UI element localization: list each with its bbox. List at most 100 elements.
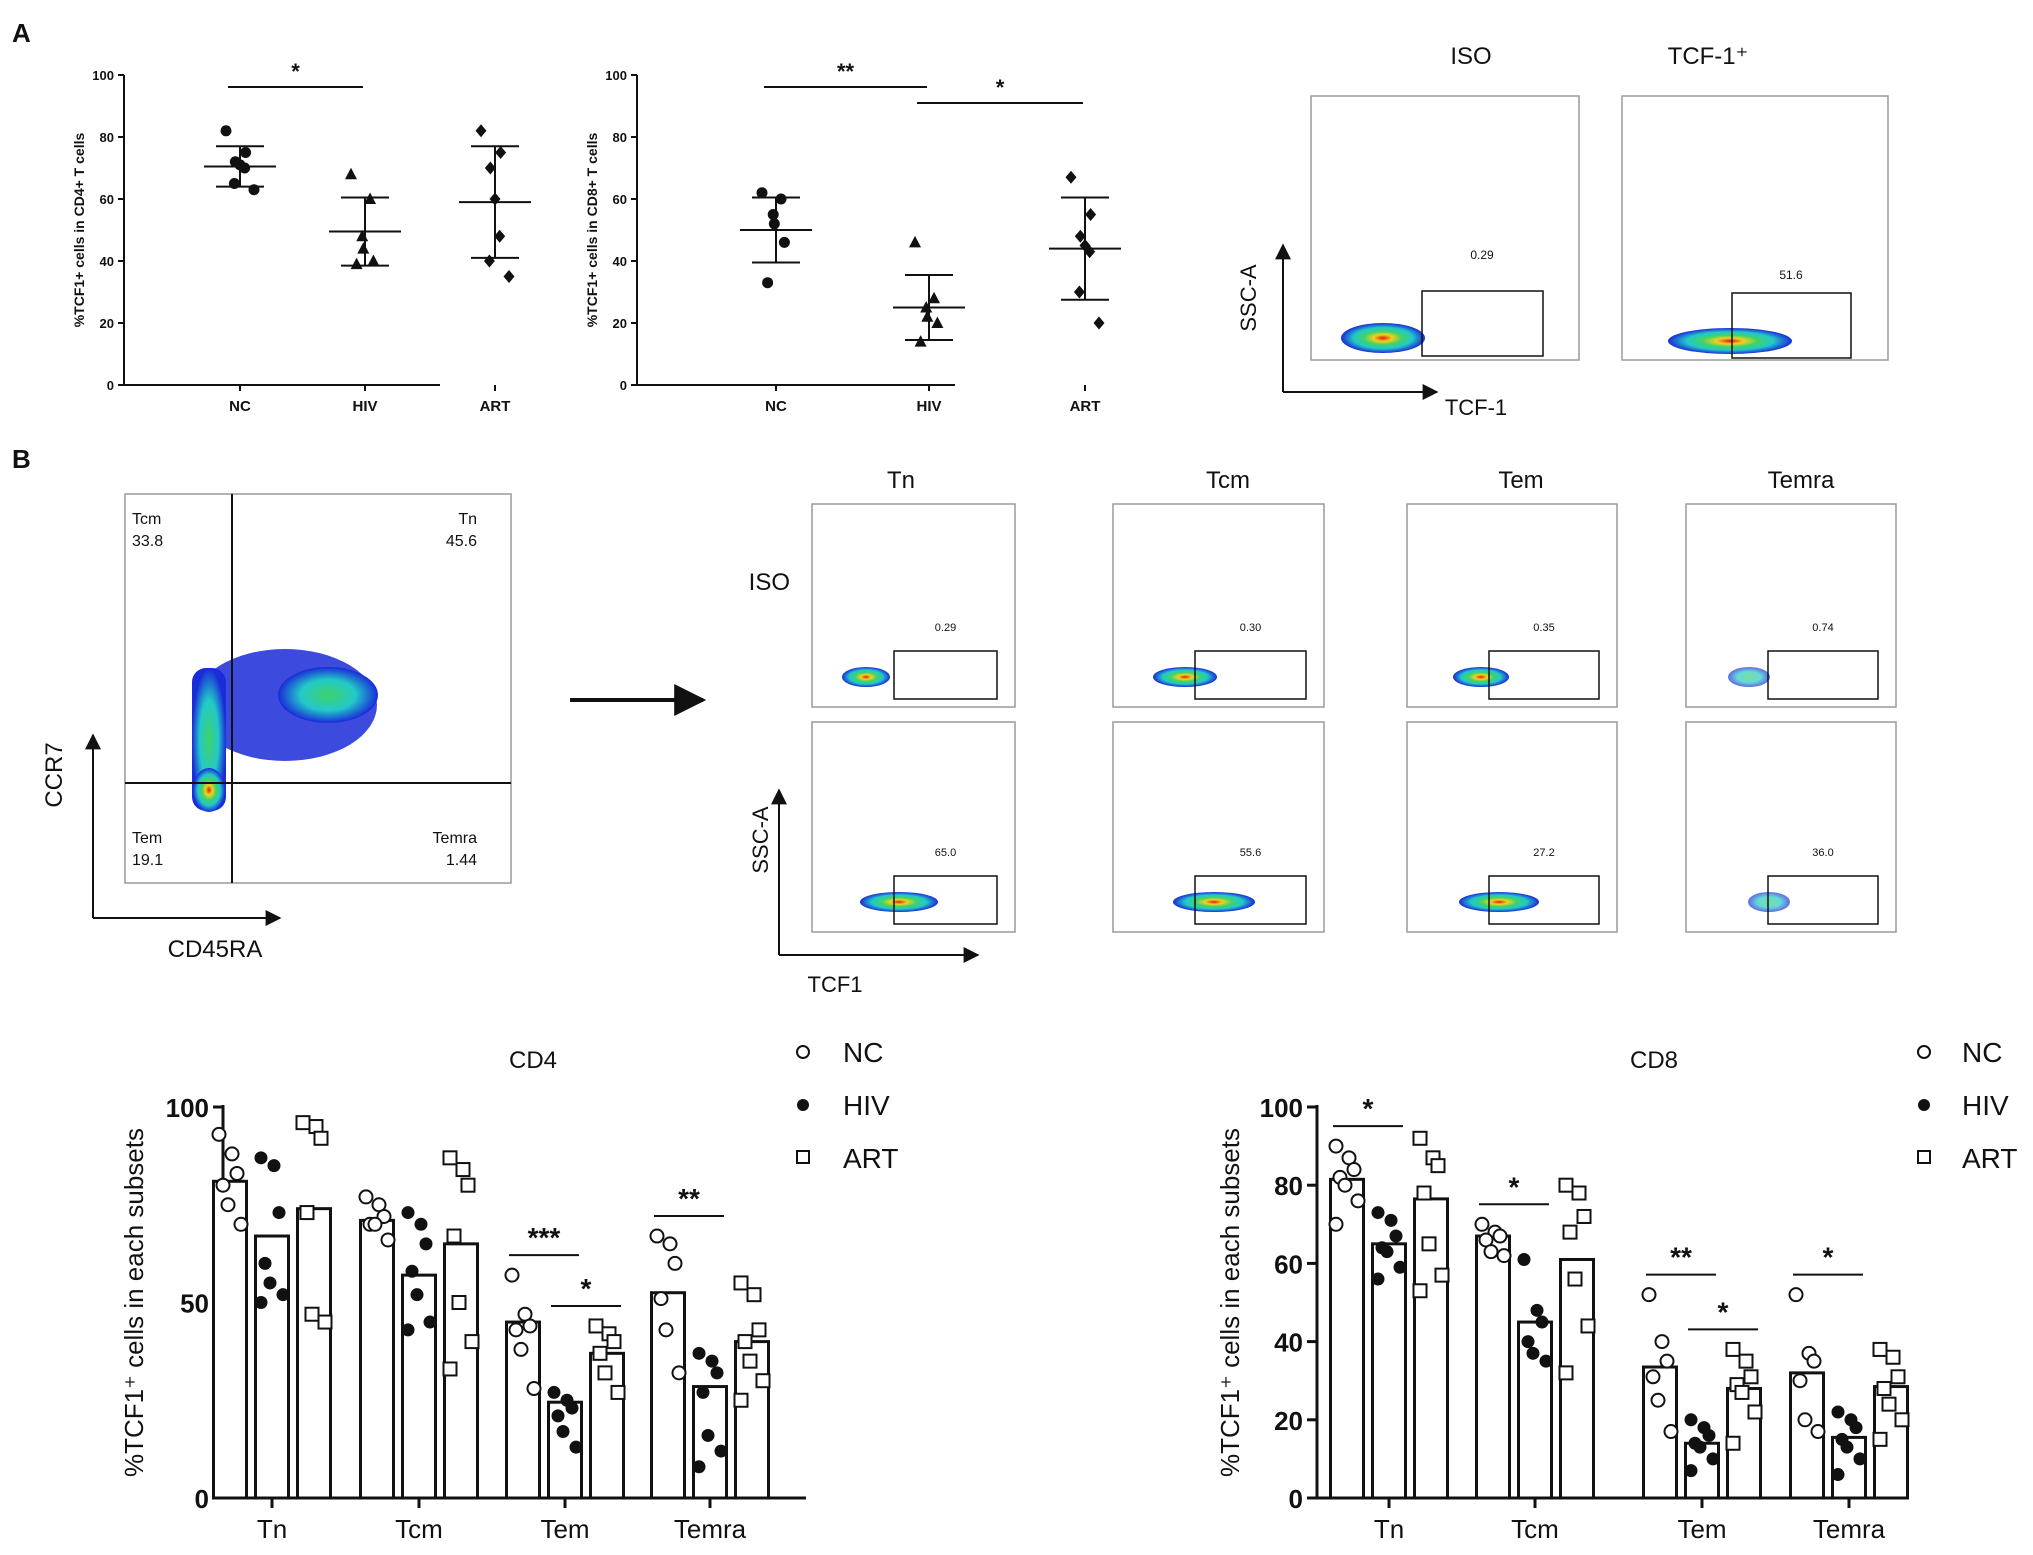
quadrant-tr-name: Tn — [458, 511, 477, 528]
quadrant-bl-value: 19.1 — [132, 852, 163, 869]
data-point — [442, 1150, 458, 1166]
bar — [212, 1179, 248, 1500]
legend-right-art-marker — [1917, 1150, 1931, 1164]
data-point — [569, 1440, 583, 1454]
data-point — [768, 218, 780, 230]
data-point — [610, 1384, 626, 1400]
data-point — [1840, 1440, 1854, 1454]
significance-star: ** — [837, 59, 855, 84]
grid-gate-box — [1767, 650, 1879, 700]
data-point — [276, 1288, 290, 1302]
data-point — [1393, 1260, 1407, 1274]
significance-star: * — [1718, 1296, 1729, 1327]
chart2-y-axis-label: %TCF1+ cells in CD8+ T cells — [584, 133, 600, 328]
data-point — [1576, 1208, 1592, 1224]
data-point — [1371, 1272, 1385, 1286]
legend-right-art-label: ART — [1962, 1143, 2018, 1174]
y-tick-label: 0 — [107, 378, 114, 393]
data-point — [455, 1162, 471, 1178]
data-point — [263, 1276, 277, 1290]
data-point — [1558, 1177, 1574, 1193]
flow-a-col-iso: ISO — [1450, 43, 1491, 70]
flow-a-tcf-gate — [1731, 292, 1852, 359]
data-point — [1571, 1185, 1587, 1201]
y-tick-label: 60 — [100, 192, 114, 207]
ccr7-cd45ra-gating-plot: Tcm 33.8 Tn 45.6 Tem 19.1 Temra 1.44 CCR… — [41, 493, 512, 963]
chart-title: CD8 — [1630, 1047, 1678, 1074]
data-point — [1743, 1369, 1759, 1385]
data-point — [313, 1130, 329, 1146]
data-point — [254, 1151, 268, 1165]
data-point — [1831, 1405, 1845, 1419]
data-point — [419, 1237, 433, 1251]
data-point — [1659, 1353, 1675, 1369]
subset-flow-grid: Tn Tcm Tem Temra 0.29 0.30 0.35 0.74 65.0 55.6 27.… — [811, 467, 1897, 933]
data-point — [299, 1205, 315, 1221]
data-point — [1065, 170, 1077, 184]
data-point — [1645, 1369, 1661, 1385]
data-point — [220, 125, 232, 137]
legend-right-nc-marker — [1917, 1045, 1931, 1059]
data-point — [317, 1314, 333, 1330]
data-point — [1881, 1396, 1897, 1412]
data-point — [921, 310, 934, 322]
data-point — [267, 1159, 281, 1173]
grid-gate-value: 0.29 — [935, 622, 956, 634]
data-point — [401, 1206, 415, 1220]
grid-gate-value: 36.0 — [1812, 847, 1833, 859]
data-point — [1725, 1435, 1741, 1451]
data-point — [1641, 1287, 1657, 1303]
data-point — [649, 1228, 665, 1244]
data-point — [1430, 1158, 1446, 1174]
grid-gate-box — [1767, 875, 1879, 925]
grid-plot-frame — [1112, 721, 1325, 933]
data-point — [556, 1425, 570, 1439]
data-point — [653, 1291, 669, 1307]
data-point — [464, 1334, 480, 1350]
data-point — [1738, 1353, 1754, 1369]
data-point — [705, 1354, 719, 1368]
data-point — [1558, 1365, 1574, 1381]
data-point — [423, 1315, 437, 1329]
y-tick-label: 0 — [195, 1484, 209, 1514]
data-point — [258, 1256, 272, 1270]
bar — [1642, 1365, 1678, 1500]
data-point — [1806, 1353, 1822, 1369]
data-point — [909, 235, 921, 248]
data-point — [710, 1366, 724, 1380]
data-point — [606, 1334, 622, 1350]
quadrant-tl-value: 33.8 — [132, 533, 163, 550]
data-point — [358, 1189, 374, 1205]
flow-a-iso-plot — [1310, 95, 1580, 361]
data-point — [1872, 1341, 1888, 1357]
data-point — [751, 1322, 767, 1338]
data-point — [1526, 1346, 1540, 1360]
data-point — [1797, 1412, 1813, 1428]
data-point — [1849, 1421, 1863, 1435]
data-point — [484, 161, 496, 175]
quadrant-br-value: 1.44 — [446, 852, 477, 869]
data-point — [778, 236, 790, 248]
data-point — [928, 291, 941, 304]
panel-label-b: B — [12, 444, 31, 474]
data-point — [414, 1217, 428, 1231]
legend-left-hiv-label: HIV — [843, 1090, 890, 1121]
grid-population — [842, 667, 890, 687]
bar — [692, 1385, 728, 1500]
grid-col-label: Tcm — [1206, 467, 1250, 494]
grid-gate-box — [1488, 650, 1600, 700]
data-point — [1725, 1341, 1741, 1357]
data-point — [1384, 1213, 1398, 1227]
grid-population — [1153, 667, 1217, 687]
data-point — [1085, 208, 1097, 221]
data-point — [1810, 1424, 1826, 1440]
y-tick-label: 100 — [166, 1093, 209, 1123]
quadrant-tr-value: 45.6 — [446, 533, 477, 550]
y-axis-label: %TCF1⁺ cells in each subsets — [119, 1128, 149, 1477]
data-point — [1389, 1229, 1403, 1243]
data-point — [239, 162, 251, 174]
flow-a-iso-population — [1341, 323, 1425, 353]
y-tick-label: 20 — [1274, 1406, 1303, 1436]
data-point — [692, 1346, 706, 1360]
data-point — [526, 1381, 542, 1397]
